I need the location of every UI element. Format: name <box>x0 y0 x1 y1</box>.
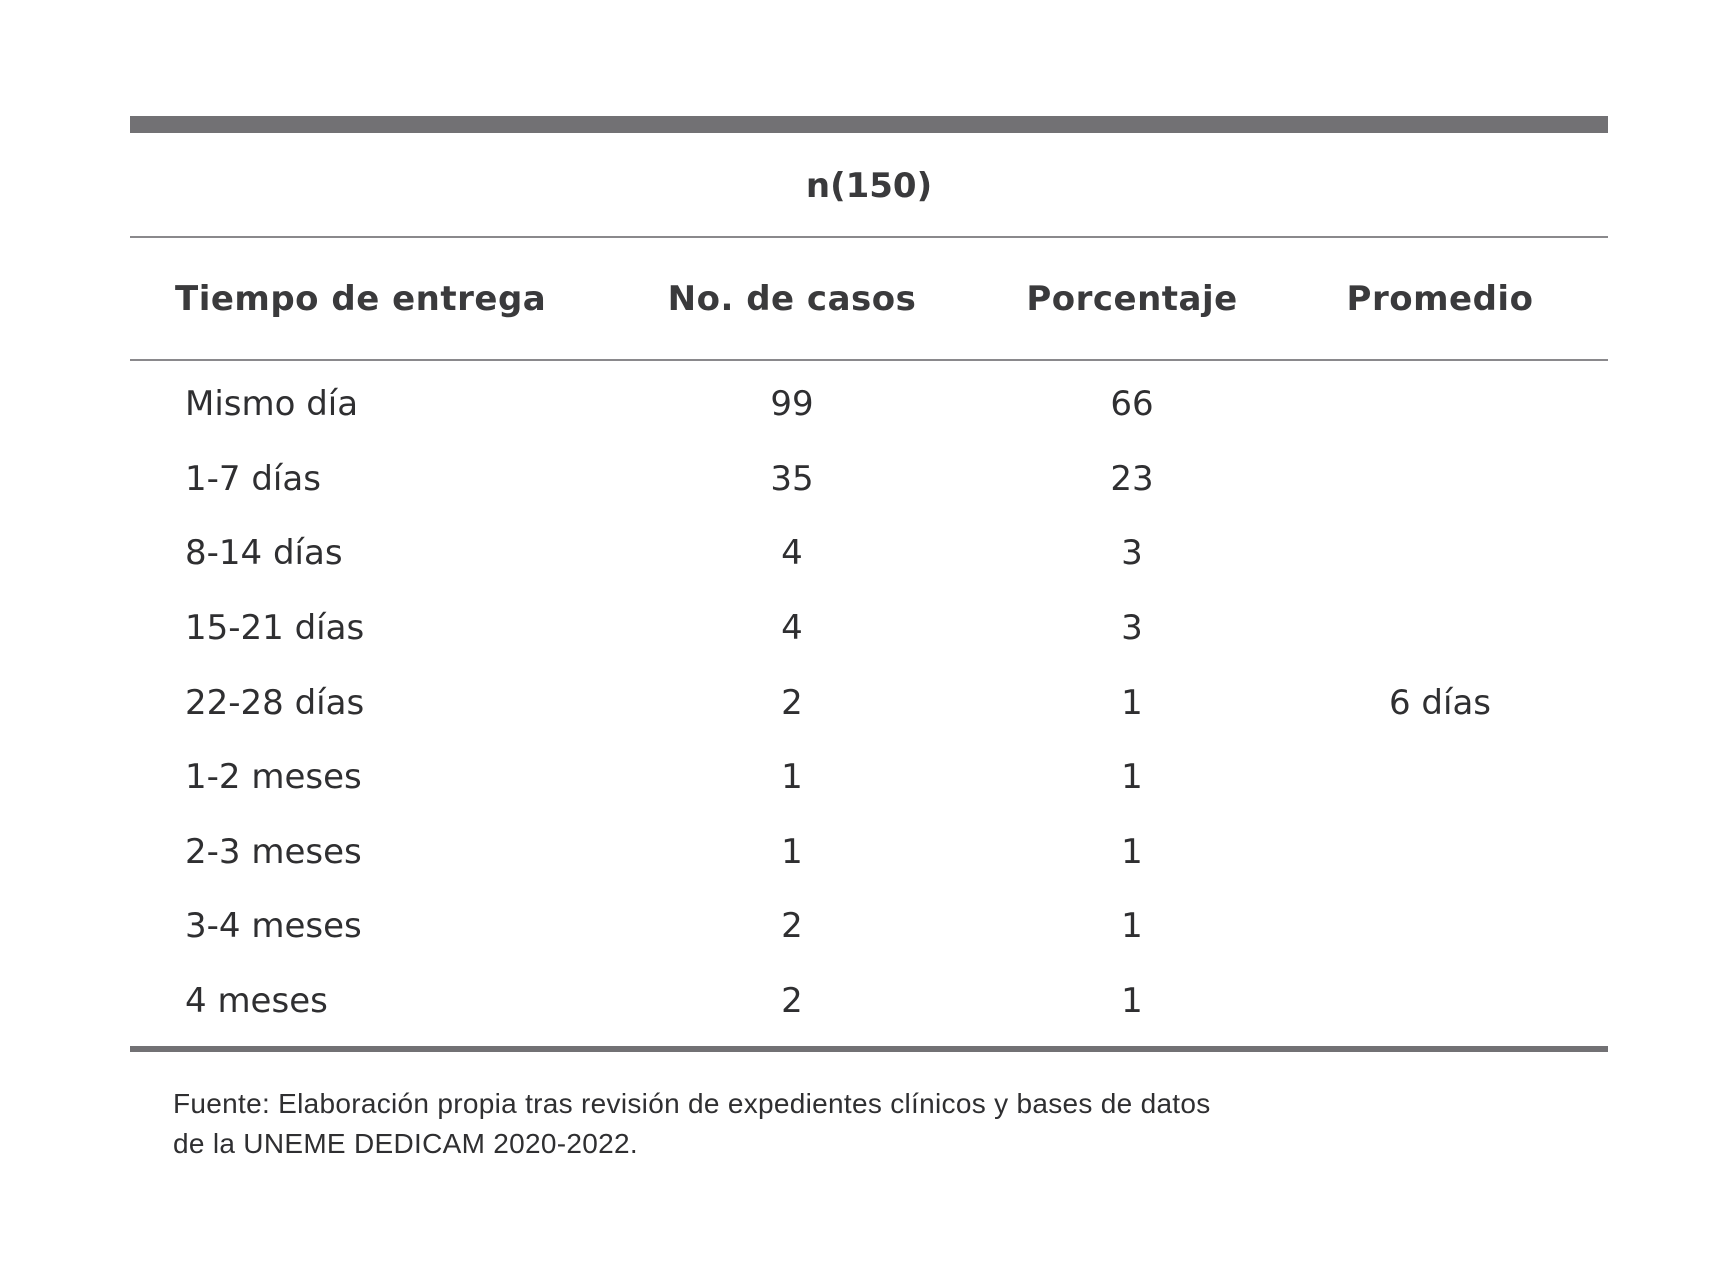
table-row: 3-4 meses 2 1 <box>130 889 1608 964</box>
header-tiempo: Tiempo de entrega <box>175 278 547 319</box>
source-note: Fuente: Elaboración propia tras revisión… <box>173 1084 1211 1164</box>
cell-tiempo: 2-3 meses <box>185 831 362 872</box>
cell-tiempo: 3-4 meses <box>185 906 362 947</box>
table-row: 2-3 meses 1 1 <box>130 815 1608 890</box>
cell-porcentaje: 23 <box>1110 458 1154 499</box>
source-line-1: Fuente: Elaboración propia tras revisión… <box>173 1088 1211 1119</box>
table-row: 1-7 días 35 23 <box>130 442 1608 517</box>
cell-promedio <box>1310 516 1570 591</box>
cell-tiempo: Mismo día <box>185 384 359 425</box>
header-divider <box>130 359 1608 361</box>
cell-promedio: 6 días <box>1388 682 1492 723</box>
cell-promedio <box>1310 367 1570 442</box>
sample-size-label: n(150) <box>805 165 933 206</box>
cell-porcentaje: 66 <box>1110 384 1154 425</box>
source-line-2: de la UNEME DEDICAM 2020-2022. <box>173 1128 638 1159</box>
table-body: Mismo día 99 66 1-7 días 35 23 8-14 días… <box>130 361 1608 1038</box>
cell-tiempo: 4 meses <box>185 981 328 1022</box>
cell-promedio <box>1310 740 1570 815</box>
cell-porcentaje: 1 <box>1121 906 1143 947</box>
cell-porcentaje: 1 <box>1121 981 1143 1022</box>
header-casos: No. de casos <box>667 278 917 319</box>
cell-casos: 2 <box>781 682 803 723</box>
table-bottom-rule <box>130 1046 1608 1053</box>
table-header-row: Tiempo de entrega No. de casos Porcentaj… <box>130 238 1608 359</box>
table-row: 4 meses 2 1 <box>130 964 1608 1039</box>
cell-porcentaje: 3 <box>1121 533 1143 574</box>
cell-tiempo: 22-28 días <box>185 682 365 723</box>
cell-casos: 2 <box>781 981 803 1022</box>
cell-promedio <box>1310 442 1570 517</box>
table-row: 22-28 días 2 1 6 días <box>130 665 1608 740</box>
cell-tiempo: 15-21 días <box>185 608 365 649</box>
cell-promedio <box>1310 591 1570 666</box>
cell-porcentaje: 1 <box>1121 682 1143 723</box>
cell-casos: 35 <box>770 458 814 499</box>
cell-porcentaje: 1 <box>1121 757 1143 798</box>
table-row: 1-2 meses 1 1 <box>130 740 1608 815</box>
cell-promedio <box>1310 889 1570 964</box>
table-divider <box>130 236 1608 238</box>
cell-casos: 99 <box>770 384 814 425</box>
table-top-rule <box>130 116 1608 133</box>
table-row: Mismo día 99 66 <box>130 367 1608 442</box>
cell-porcentaje: 1 <box>1121 831 1143 872</box>
header-porcentaje: Porcentaje <box>1026 278 1238 319</box>
cell-tiempo: 1-2 meses <box>185 757 362 798</box>
table-row: 8-14 días 4 3 <box>130 516 1608 591</box>
cell-promedio <box>1310 815 1570 890</box>
cell-casos: 2 <box>781 906 803 947</box>
cell-casos: 1 <box>781 757 803 798</box>
table-row: 15-21 días 4 3 <box>130 591 1608 666</box>
cell-casos: 4 <box>781 608 803 649</box>
data-table: n(150) Tiempo de entrega No. de casos Po… <box>130 116 1608 1053</box>
cell-promedio <box>1310 964 1570 1039</box>
cell-tiempo: 1-7 días <box>185 458 321 499</box>
cell-tiempo: 8-14 días <box>185 533 343 574</box>
cell-porcentaje: 3 <box>1121 608 1143 649</box>
cell-casos: 4 <box>781 533 803 574</box>
header-promedio: Promedio <box>1346 278 1534 319</box>
cell-casos: 1 <box>781 831 803 872</box>
